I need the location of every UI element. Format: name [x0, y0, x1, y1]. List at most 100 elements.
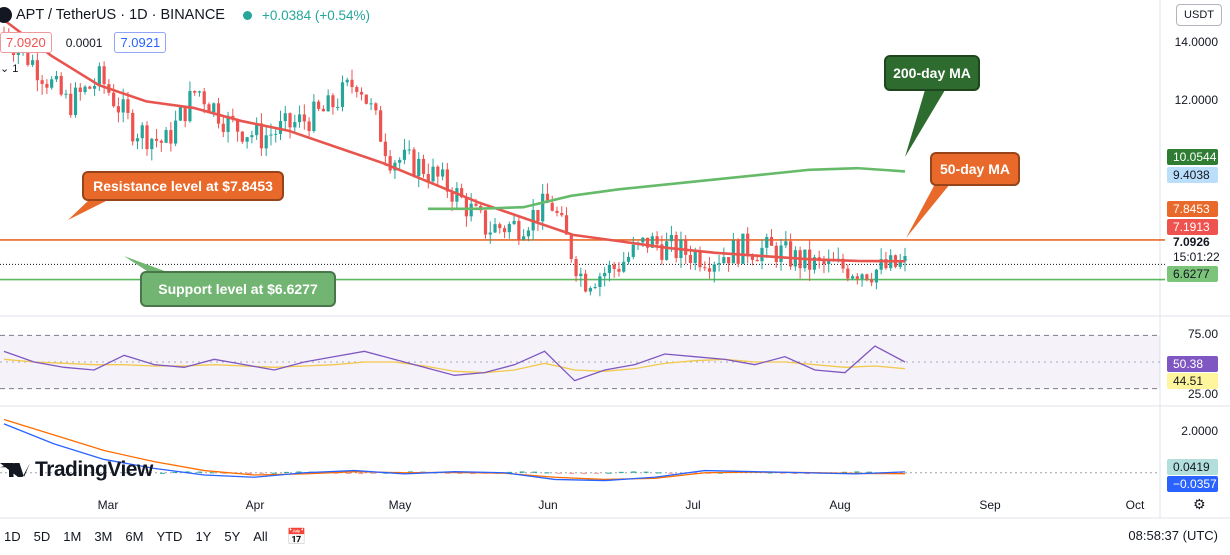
macd-histogram-bar: [581, 472, 587, 475]
candle-body: [131, 112, 135, 142]
candle-body: [502, 228, 507, 233]
support-callout-pointer: [124, 256, 170, 273]
candle-body: [164, 130, 168, 143]
macd-histogram-bar: [854, 471, 860, 473]
candle-body: [193, 90, 197, 93]
candle-body: [593, 286, 597, 289]
sell-price-button[interactable]: 7.0920: [0, 32, 52, 53]
bottom-toolbar: 1D 5D 1M 3M 6M YTD 1Y 5Y All 📅: [0, 518, 1230, 555]
candle-body: [374, 103, 378, 111]
range-button[interactable]: 1Y: [195, 529, 212, 544]
candle-body: [102, 66, 106, 85]
macd-histogram-bar: [631, 471, 637, 473]
range-button[interactable]: 3M: [94, 529, 113, 544]
candle-body: [145, 125, 149, 150]
candle-body: [50, 79, 54, 88]
candle-body: [245, 137, 249, 142]
range-button[interactable]: 1M: [63, 529, 82, 544]
candle-body: [340, 82, 345, 107]
candle-body: [436, 166, 440, 177]
candle-body: [174, 120, 178, 144]
candle-body: [431, 166, 435, 182]
candle-body: [712, 264, 716, 272]
candle-body: [283, 113, 287, 122]
macd-histogram-bar: [656, 472, 661, 474]
macd-histogram-bar: [767, 472, 773, 474]
tradingview-logo-icon: [0, 463, 30, 477]
candle-body: [574, 258, 578, 277]
macd-histogram-bar: [209, 472, 215, 474]
candle-body: [207, 104, 211, 113]
ma200-price-label: 10.0544: [1167, 149, 1218, 165]
spread-value: 0.0001: [65, 35, 103, 50]
tradingview-logo[interactable]: TradingView: [0, 458, 153, 482]
candle-body: [841, 258, 845, 269]
candle-body: [336, 106, 340, 108]
settings-icon[interactable]: ⚙: [1193, 496, 1206, 512]
candle-body: [83, 86, 87, 92]
indicator-collapse-control[interactable]: ⌄ 1: [0, 62, 18, 75]
candle-body: [278, 121, 283, 134]
range-button[interactable]: 6M: [125, 529, 144, 544]
candle-body: [874, 269, 878, 283]
symbol-title[interactable]: APT / TetherUS · 1D · BINANCE: [16, 7, 225, 23]
range-button[interactable]: All: [253, 529, 268, 544]
candle-body: [259, 123, 264, 149]
calendar-icon[interactable]: 📅: [286, 528, 307, 546]
price-tick: 12.0000: [1174, 93, 1218, 107]
candle-body: [483, 210, 488, 235]
candle-body: [488, 232, 492, 235]
candle-body: [92, 85, 97, 89]
macd-histogram-bar: [457, 472, 463, 474]
candle-body: [779, 245, 783, 263]
candle-body: [407, 149, 411, 151]
macd-histogram-bar: [333, 472, 339, 474]
macd-histogram-bar: [271, 472, 277, 474]
candle-body: [364, 94, 368, 104]
macd-histogram-bar: [507, 471, 513, 473]
candle-body: [517, 220, 521, 240]
candle-body: [865, 274, 869, 280]
candle-body: [307, 121, 311, 132]
candle-body: [598, 276, 602, 287]
price-change: +0.0384 (+0.54%): [261, 7, 371, 23]
candle-body: [312, 101, 316, 132]
candle-body: [493, 224, 497, 233]
range-button[interactable]: 5Y: [224, 529, 241, 544]
currency-button[interactable]: USDT: [1176, 4, 1222, 26]
candle-body: [345, 79, 349, 83]
utc-clock[interactable]: 08:58:37 (UTC): [1128, 528, 1218, 543]
candle-body: [202, 91, 206, 105]
candle-body: [331, 95, 335, 108]
candle-body: [736, 240, 740, 264]
candle-body: [860, 274, 864, 279]
candle-body: [684, 239, 688, 255]
candle-body: [383, 141, 387, 157]
candle-body: [588, 288, 592, 292]
range-button[interactable]: YTD: [156, 529, 183, 544]
tradingview-wordmark: TradingView: [35, 458, 153, 481]
candle-body: [302, 114, 306, 122]
candle-body: [674, 234, 678, 259]
macd-histogram-bar: [160, 472, 165, 474]
macd-histogram-bar: [556, 472, 562, 474]
range-button[interactable]: 1D: [4, 529, 21, 544]
candle-body: [655, 236, 659, 245]
macd-histogram-bar: [470, 472, 475, 475]
ma200-callout: 200-day MA: [884, 55, 980, 91]
candle-body: [264, 135, 268, 149]
candle-body: [274, 133, 278, 135]
support-price-label: 6.6277: [1167, 266, 1218, 282]
candle-body: [855, 276, 859, 279]
range-button[interactable]: 5D: [33, 529, 51, 544]
month-label: May: [388, 498, 412, 512]
buy-price-button[interactable]: 7.0921: [114, 32, 167, 53]
coin-logo-icon: [0, 7, 12, 23]
candle-body: [693, 251, 697, 264]
candle-body: [240, 131, 244, 142]
macd-histogram-bar: [532, 471, 537, 473]
candle-body: [235, 119, 240, 132]
candle-body: [188, 90, 192, 122]
candle-body: [536, 209, 540, 222]
candle-body: [688, 254, 693, 264]
